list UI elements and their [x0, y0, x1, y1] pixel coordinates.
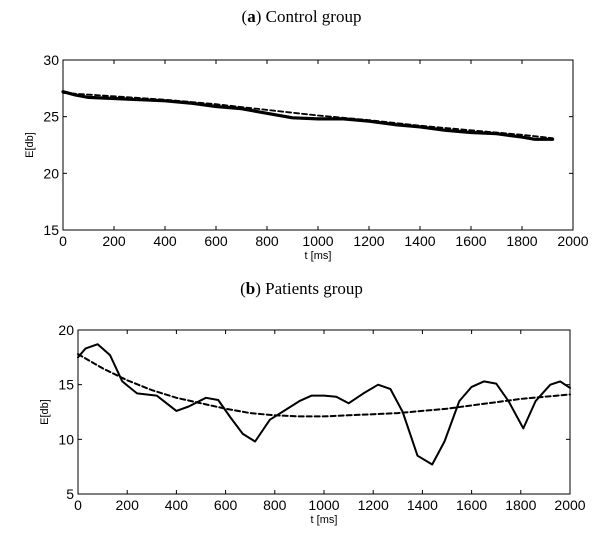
chart-a-x-tick-label: 800: [255, 233, 279, 249]
chart-a: 0 200 400 600 800 1000 1200 1400 1600 1800 2000 15 2…: [24, 52, 589, 262]
chart-a-title: (a) Control group: [241, 7, 362, 26]
chart-b-y-tick-label: 20: [58, 322, 74, 338]
chart-b-y-axis-label: E[db]: [39, 399, 51, 425]
chart-b-x-tick-label: 1000: [308, 497, 339, 513]
chart-a-x-tick-label: 0: [59, 233, 67, 249]
chart-b-x-tick-label: 200: [116, 497, 140, 513]
chart-a-dashed-series-line: [62, 92, 554, 140]
chart-b-x-tick-label: 1600: [456, 497, 487, 513]
chart-b-x-tick-label: 400: [165, 497, 189, 513]
chart-a-x-tick-label: 1600: [455, 233, 486, 249]
chart-b-x-tick-label: 1800: [505, 497, 536, 513]
chart-b-x-axis-label: t [ms]: [311, 514, 338, 526]
chart-a-x-tick-label: 400: [153, 233, 177, 249]
chart-a-x-axis-label: t [ms]: [305, 250, 332, 262]
chart-b-solid-series-line: [77, 343, 571, 466]
chart-b-x-tick-label: 0: [74, 497, 82, 513]
chart-a-y-tick-label: 20: [43, 165, 59, 181]
chart-b-x-tick-label: 1200: [358, 497, 389, 513]
chart-b-y-tick-label: 5: [66, 486, 74, 502]
chart-a-x-tick-label: 2000: [557, 233, 588, 249]
chart-b-y-tick-label: 15: [58, 377, 74, 393]
chart-b-y-tick-label: 10: [58, 431, 74, 447]
chart-a-x-tick-label: 1400: [404, 233, 435, 249]
chart-a-y-tick-label: 15: [43, 222, 59, 238]
chart-a-x-tick-label: 600: [204, 233, 228, 249]
chart-b-dashed-series-line: [77, 353, 571, 418]
chart-a-x-tick-label: 1800: [506, 233, 537, 249]
chart-b-x-tick-label: 1400: [407, 497, 438, 513]
chart-a-y-tick-label: 25: [43, 109, 59, 125]
chart-b-x-tick-label: 2000: [554, 497, 585, 513]
chart-a-y-tick-label: 30: [43, 52, 59, 68]
chart-a-x-tick-label: 1200: [353, 233, 384, 249]
chart-a-y-axis-label: E[db]: [24, 132, 36, 158]
chart-a-x-tick-label: 1000: [302, 233, 333, 249]
chart-b-x-tick-label: 800: [263, 497, 287, 513]
chart-b-plot-area: [77, 329, 571, 495]
chart-a-x-tick-label: 200: [102, 233, 126, 249]
chart-b-title: (b) Patients group: [240, 279, 363, 298]
chart-a-solid-series-line: [61, 90, 555, 141]
chart-b-x-tick-label: 600: [214, 497, 238, 513]
